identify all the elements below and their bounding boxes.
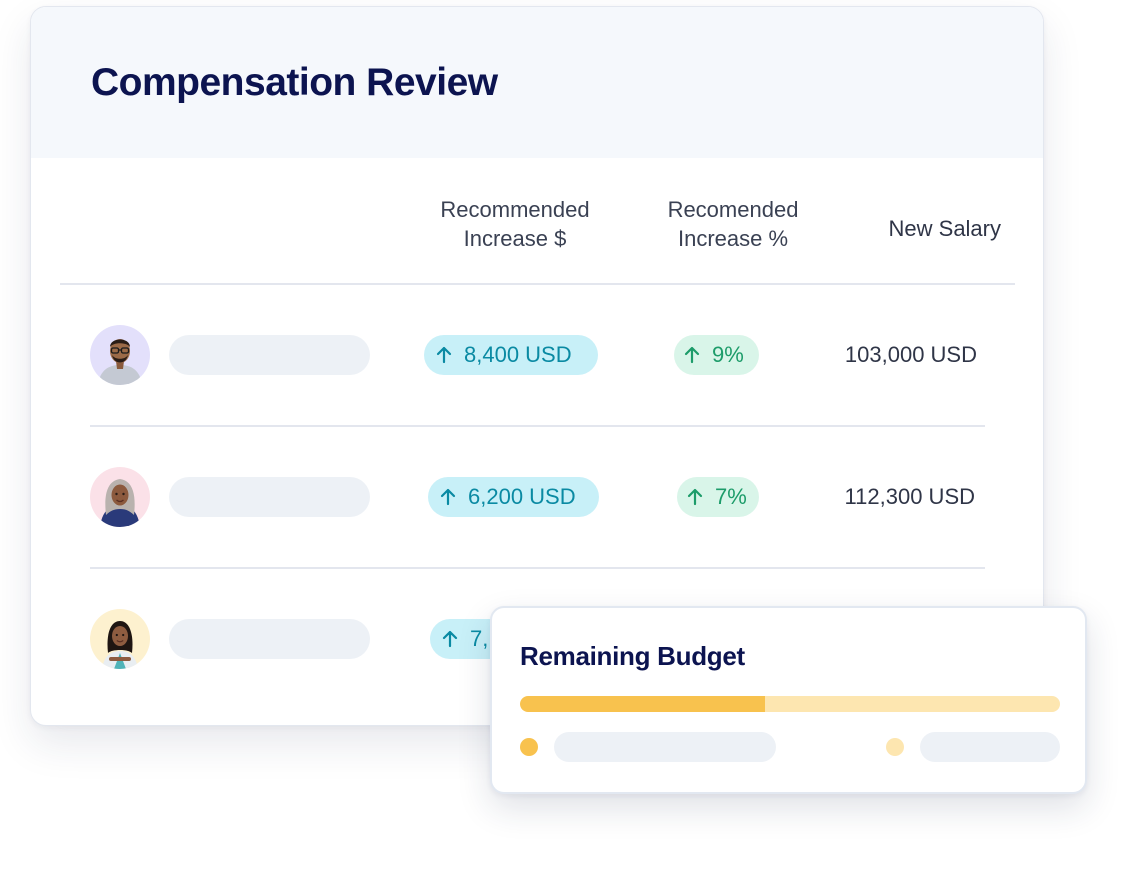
row-divider: [90, 425, 985, 427]
column-header-line: Recommended: [440, 197, 590, 222]
name-placeholder: [169, 335, 370, 375]
arrow-up-icon: [436, 346, 452, 364]
increase-amount-value: 8,400 USD: [464, 342, 572, 367]
table-row[interactable]: 6,200 USD 7% 112,300 USD: [31, 457, 1043, 537]
arrow-up-icon: [687, 488, 703, 506]
column-header-new-salary: New Salary: [888, 216, 1001, 241]
row-divider: [90, 567, 985, 569]
column-header-increase-amount: Recommended Increase $: [415, 195, 615, 253]
increase-percent-badge: 7%: [677, 477, 759, 517]
increase-percent-value: 9%: [712, 342, 744, 367]
new-salary-value: 103,000 USD: [844, 342, 977, 367]
increase-amount-value: 7,: [470, 626, 489, 651]
budget-title: Remaining Budget: [520, 641, 745, 671]
arrow-up-icon: [440, 488, 456, 506]
increase-amount-badge: 8,400 USD: [424, 335, 598, 375]
column-header-increase-percent: Recomended Increase %: [643, 195, 823, 253]
budget-progress-used: [520, 696, 766, 712]
name-placeholder: [169, 477, 370, 517]
name-placeholder: [169, 619, 370, 659]
page-title: Compensation Review: [91, 61, 498, 104]
column-header-line: Recomended: [667, 197, 799, 222]
budget-progress-bar: [520, 696, 1060, 712]
compensation-review-card: Compensation Review Recommended Increase…: [30, 6, 1044, 726]
increase-percent-badge: 9%: [674, 335, 759, 375]
remaining-budget-card: Remaining Budget: [490, 606, 1087, 794]
table-row[interactable]: 8,400 USD 9% 103,000 USD: [31, 315, 1043, 395]
avatar: [90, 325, 150, 385]
card-header: Compensation Review: [31, 7, 1043, 158]
arrow-up-icon: [442, 630, 458, 648]
increase-percent-value: 7%: [715, 484, 747, 509]
used-legend-placeholder: [554, 732, 776, 762]
increase-amount-badge: 6,200 USD: [428, 477, 599, 517]
avatar: [90, 609, 150, 669]
used-legend-dot: [520, 738, 538, 756]
column-header-line: Increase %: [677, 226, 789, 251]
increase-amount-value: 6,200 USD: [468, 484, 576, 509]
remaining-legend-placeholder: [920, 732, 1060, 762]
column-header-line: Increase $: [463, 226, 567, 251]
avatar: [90, 467, 150, 527]
arrow-up-icon: [684, 346, 700, 364]
header-divider: [60, 283, 1015, 285]
remaining-legend-dot: [886, 738, 904, 756]
new-salary-value: 112,300 USD: [844, 484, 975, 509]
